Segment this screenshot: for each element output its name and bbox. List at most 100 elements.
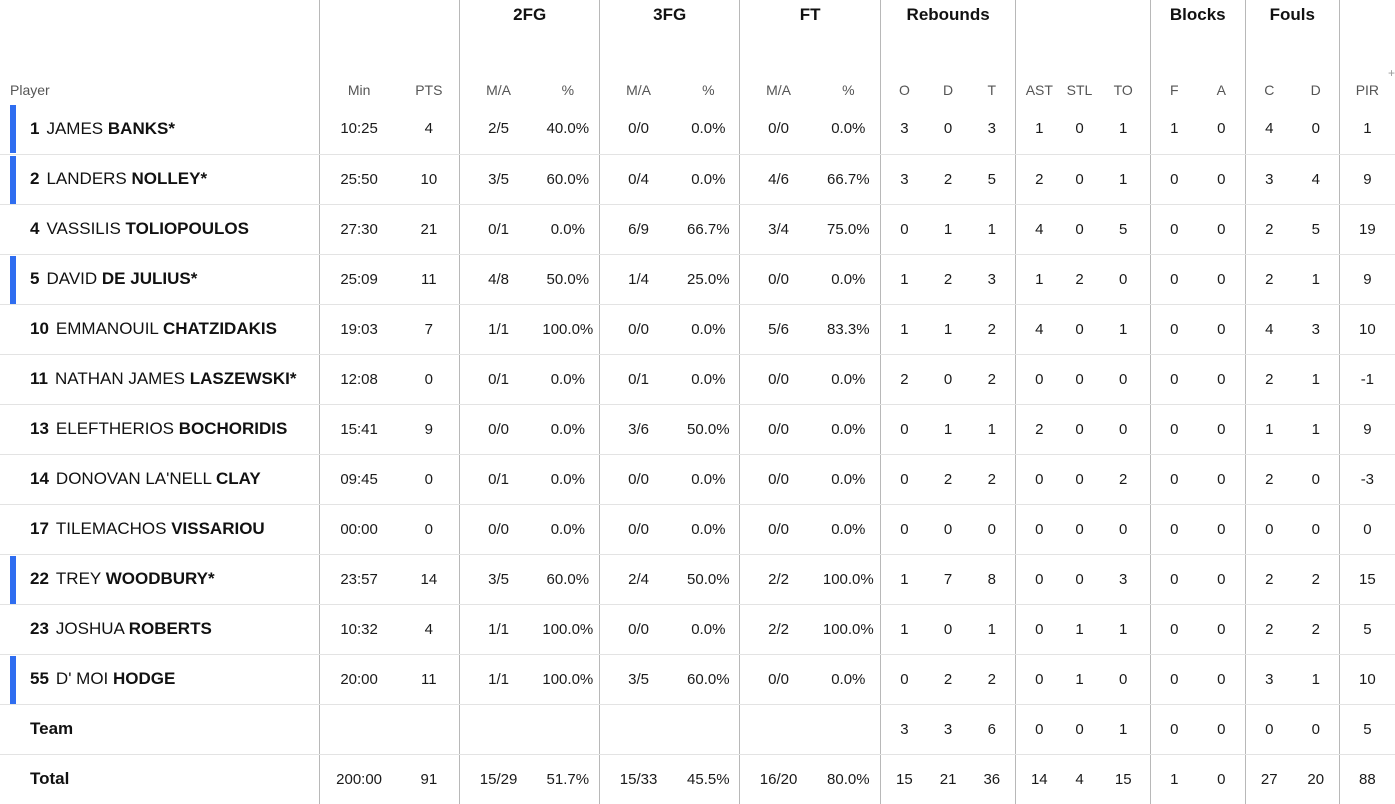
foul-c-cell: 3 (1244, 654, 1293, 705)
reb-o-cell: 15 (879, 754, 928, 804)
foul-d-cell: 0 (1292, 504, 1340, 555)
min-column-header[interactable]: Min (318, 30, 399, 104)
reb-d-column-header[interactable]: D (943, 82, 954, 98)
blk-a-cell: 0 (1217, 770, 1226, 788)
player-number: 11 (30, 369, 48, 388)
player-name-cell[interactable]: 5 DAVID DE JULIUS* (0, 254, 320, 305)
fg3-pct-cell: 66.7% (677, 204, 740, 255)
fg3-ma-cell: 0/0 (598, 504, 678, 555)
fg3-ma-column-header[interactable]: M/A (598, 30, 678, 104)
blk-a-cell: 0 (1197, 404, 1246, 455)
ast-column-header[interactable]: AST (1015, 30, 1063, 104)
foul-c-cell: 0 (1244, 704, 1293, 755)
reb-t-cell: 36 (983, 770, 1001, 788)
ft-pct-cell: 0.0% (816, 654, 881, 705)
blk-f-column-header[interactable]: F (1149, 30, 1198, 104)
fg3-pct-cell: 60.0% (677, 654, 740, 705)
pts-column-header[interactable]: PTS (415, 82, 443, 98)
player-name-cell[interactable]: 1 JAMES BANKS* (0, 104, 320, 155)
foul-d-cell: 0 (1292, 704, 1340, 755)
stl-column-header[interactable]: STL (1066, 82, 1093, 98)
reb-o-column-header[interactable]: O (879, 30, 928, 104)
ft-pct-column-header[interactable]: % (842, 82, 855, 98)
player-name-cell[interactable]: 11 NATHAN JAMES LASZEWSKI* (0, 354, 320, 405)
blk-f-cell: 0 (1149, 254, 1198, 305)
reb-o-cell: 1 (879, 254, 928, 305)
ast-cell: 4 (1015, 304, 1063, 355)
reb-d-cell: 3 (927, 704, 969, 755)
fg3-ma-cell: 0/0 (598, 304, 678, 355)
reb-t-cell: 1 (968, 404, 1016, 455)
blk-a-cell: 0 (1197, 304, 1246, 355)
player-name-cell[interactable]: 55 D' MOI HODGE (0, 654, 320, 705)
fg3-pct-cell: 50.0% (677, 554, 740, 605)
player-number: 5 (30, 269, 40, 288)
foul-d-cell: 20 (1307, 770, 1325, 788)
blk-a-column-header[interactable]: A (1216, 82, 1226, 98)
foul-c-cell: 2 (1244, 454, 1293, 505)
player-number: 14 (30, 469, 49, 488)
fg2-pct-column-header[interactable]: % (561, 82, 575, 98)
ft-pct-cell: 0.0% (816, 404, 881, 455)
reb-d-cell: 1 (927, 204, 969, 255)
player-first-name: VASSILIS (46, 219, 121, 238)
ast-cell: 1 (1015, 104, 1063, 155)
reb-d-cell: 0 (927, 104, 969, 155)
pts-cell: 10 (398, 154, 460, 205)
fg3-ma-cell: 0/0 (598, 104, 678, 155)
blk-f-cell: 0 (1149, 554, 1198, 605)
to-cell: 5 (1096, 204, 1151, 255)
ast-cell: 2 (1015, 404, 1063, 455)
fg3-pct-column-header[interactable]: % (702, 82, 715, 98)
pir-cell: 9 (1338, 154, 1395, 205)
player-column-header[interactable]: Player (10, 82, 50, 98)
reb-t-cell: 2 (968, 654, 1016, 705)
player-name-cell[interactable]: 22 TREY WOODBURY* (0, 554, 320, 605)
player-last-name: VISSARIOU (171, 519, 265, 538)
player-name-cell[interactable]: 17 TILEMACHOS VISSARIOU (0, 504, 320, 555)
fg2-pct-cell: 40.0% (536, 104, 600, 155)
foul-c-column-header[interactable]: C (1244, 30, 1293, 104)
player-last-name: CHATZIDAKIS (162, 319, 277, 338)
player-row: 22 TREY WOODBURY* 23:57 14 3/5 60.0% 2/4 50.0% 2… (0, 554, 1395, 605)
pts-cell: 0 (398, 504, 460, 555)
fg2-ma-column-header[interactable]: M/A (459, 30, 537, 104)
assists-steals-turnovers-group-header (1015, 0, 1151, 30)
reb-t-cell: 2 (968, 304, 1016, 355)
player-last-name: BANKS* (107, 118, 175, 138)
pir-column-header[interactable]: PIR (1338, 30, 1395, 104)
fg2-ma-cell: 1/1 (459, 654, 537, 705)
ast-cell: 1 (1015, 254, 1063, 305)
total-row: Total 200:00 91 15/29 51.7% 15/33 45.5% 16/20 80… (0, 754, 1395, 804)
player-name-cell[interactable]: 2 LANDERS NOLLEY* (0, 154, 320, 205)
total-label: Total (30, 769, 70, 789)
blk-a-cell: 0 (1197, 654, 1246, 705)
ft-ma-column-header[interactable]: M/A (739, 30, 817, 104)
to-column-header[interactable]: TO (1113, 82, 1133, 98)
player-name-cell[interactable]: 10 EMMANOUIL CHATZIDAKIS (0, 304, 320, 355)
stl-cell: 0 (1062, 554, 1097, 605)
pir-cell: -3 (1338, 454, 1395, 505)
min-cell: 09:45 (318, 454, 399, 505)
reb-t-column-header[interactable]: T (987, 82, 997, 98)
fg2-ma-cell: 0/1 (459, 354, 537, 405)
fg3-ma-cell: 0/1 (598, 354, 678, 405)
stl-cell: 2 (1062, 254, 1097, 305)
player-number: 10 (30, 319, 49, 338)
minutes-points-group-header (318, 0, 460, 30)
blk-a-cell: 0 (1197, 354, 1246, 405)
to-cell: 15 (1114, 770, 1132, 788)
more-columns-indicator[interactable]: + (1387, 66, 1395, 80)
player-first-name: LANDERS (46, 169, 127, 188)
player-name-cell[interactable]: 14 DONOVAN LA'NELL CLAY (0, 454, 320, 505)
player-name-cell[interactable]: 13 ELEFTHERIOS BOCHORIDIS (0, 404, 320, 455)
foul-d-column-header[interactable]: D (1310, 82, 1321, 98)
player-name-cell[interactable]: 4 VASSILIS TOLIOPOULOS (0, 204, 320, 255)
pir-cell: 15 (1338, 554, 1395, 605)
ft-ma-cell (739, 704, 817, 755)
fg3-pct-cell: 25.0% (677, 254, 740, 305)
starter-indicator (10, 255, 16, 303)
player-name-cell[interactable]: 23 JOSHUA ROBERTS (0, 604, 320, 655)
player-group-header (0, 0, 319, 30)
pir-cell: 0 (1338, 504, 1395, 555)
